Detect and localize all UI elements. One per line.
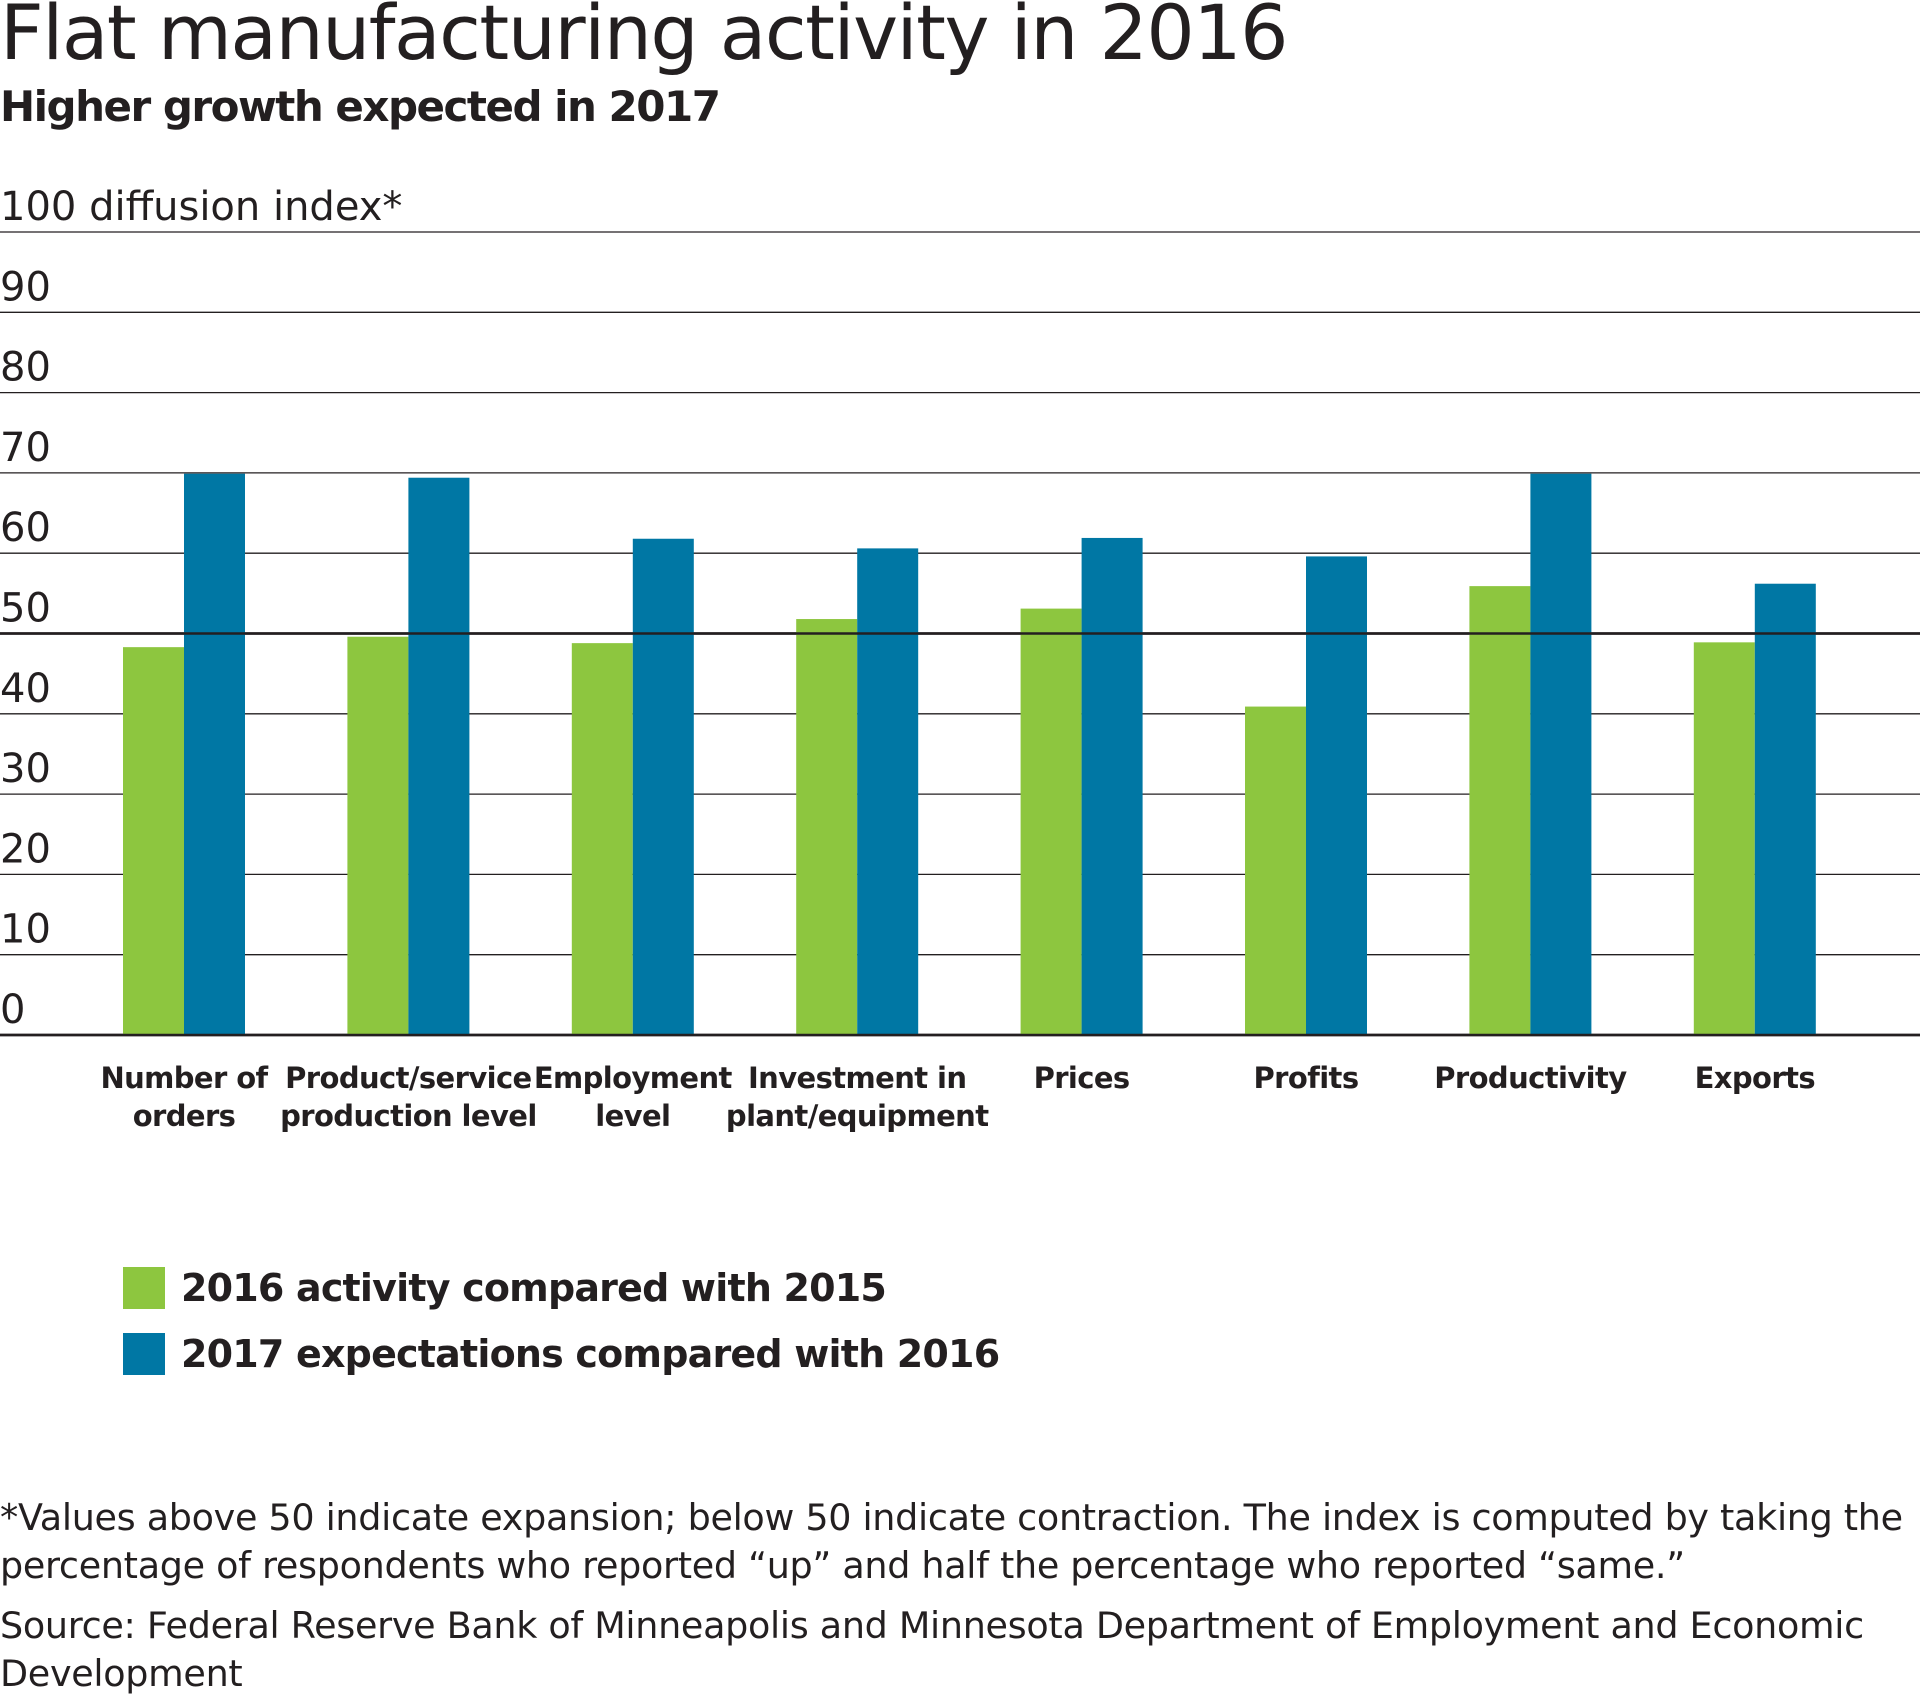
- legend-label-2017: 2017 expectations compared with 2016: [181, 1332, 1000, 1376]
- bar-2017-7: [1754, 583, 1816, 1035]
- legend-swatch-2016: [123, 1267, 165, 1309]
- legend-item-2017: 2017 expectations compared with 2016: [123, 1321, 1000, 1387]
- y-tick-label-0: 0: [0, 987, 25, 1033]
- y-tick-label-40: 40: [0, 666, 51, 712]
- x-tick-label-0: Number of orders: [100, 1061, 268, 1133]
- y-tick-label-50: 50: [0, 586, 51, 632]
- x-tick-label-5: Profits: [1254, 1061, 1359, 1095]
- bar-2016-0: [123, 647, 184, 1035]
- bar-2016-4: [1020, 608, 1082, 1035]
- chart-title: Flat manufacturing activity in 2016: [0, 0, 1288, 77]
- bar-2017-6: [1530, 473, 1592, 1035]
- bar-chart: 0 10 20 30 40 50 60 70 80 90 100 diffusion index* N…: [0, 184, 1920, 1133]
- legend: 2016 activity compared with 2015 2017 ex…: [123, 1255, 1000, 1387]
- bar-2016-1: [347, 636, 409, 1035]
- bar-2017-1: [408, 477, 470, 1035]
- x-tick-label-4: Prices: [1034, 1061, 1130, 1095]
- bar-2017-5: [1306, 556, 1367, 1035]
- legend-item-2016: 2016 activity compared with 2015: [123, 1255, 999, 1321]
- x-tick-label-2: Employment level: [534, 1061, 733, 1133]
- bar-2016-5: [1245, 706, 1306, 1035]
- y-tick-label-10: 10: [0, 907, 51, 953]
- legend-label-2016: 2016 activity compared with 2015: [181, 1266, 887, 1310]
- x-tick-label-6: Productivity: [1434, 1061, 1627, 1095]
- bar-2017-2: [632, 538, 694, 1035]
- bar-2016-6: [1469, 586, 1531, 1035]
- legend-swatch-2017: [123, 1333, 165, 1375]
- bar-2017-4: [1081, 537, 1143, 1035]
- x-tick-label-7: Exports: [1695, 1061, 1815, 1095]
- x-tick-label-3: Investment in plant/equipment: [726, 1061, 989, 1133]
- footnote: *Values above 50 indicate expansion; bel…: [0, 1496, 1903, 1587]
- source-note: Source: Federal Reserve Bank of Minneapo…: [0, 1604, 1864, 1695]
- bar-2016-3: [796, 619, 858, 1035]
- y-tick-label-20: 20: [0, 826, 51, 872]
- y-tick-label-90: 90: [0, 264, 51, 310]
- bar-2017-0: [184, 473, 245, 1035]
- x-tick-label-1: Product/service production level: [280, 1061, 537, 1133]
- bar-2016-2: [571, 643, 633, 1035]
- y-tick-label-80: 80: [0, 345, 51, 391]
- y-tick-label-30: 30: [0, 746, 51, 792]
- bar-2016-7: [1693, 642, 1755, 1035]
- y-tick-label-70: 70: [0, 425, 51, 471]
- chart-subtitle: Higher growth expected in 2017: [0, 82, 721, 131]
- bar-2017-3: [857, 548, 919, 1035]
- y-tick-label-60: 60: [0, 505, 51, 551]
- y-tick-label-100: 100 diffusion index*: [0, 184, 402, 230]
